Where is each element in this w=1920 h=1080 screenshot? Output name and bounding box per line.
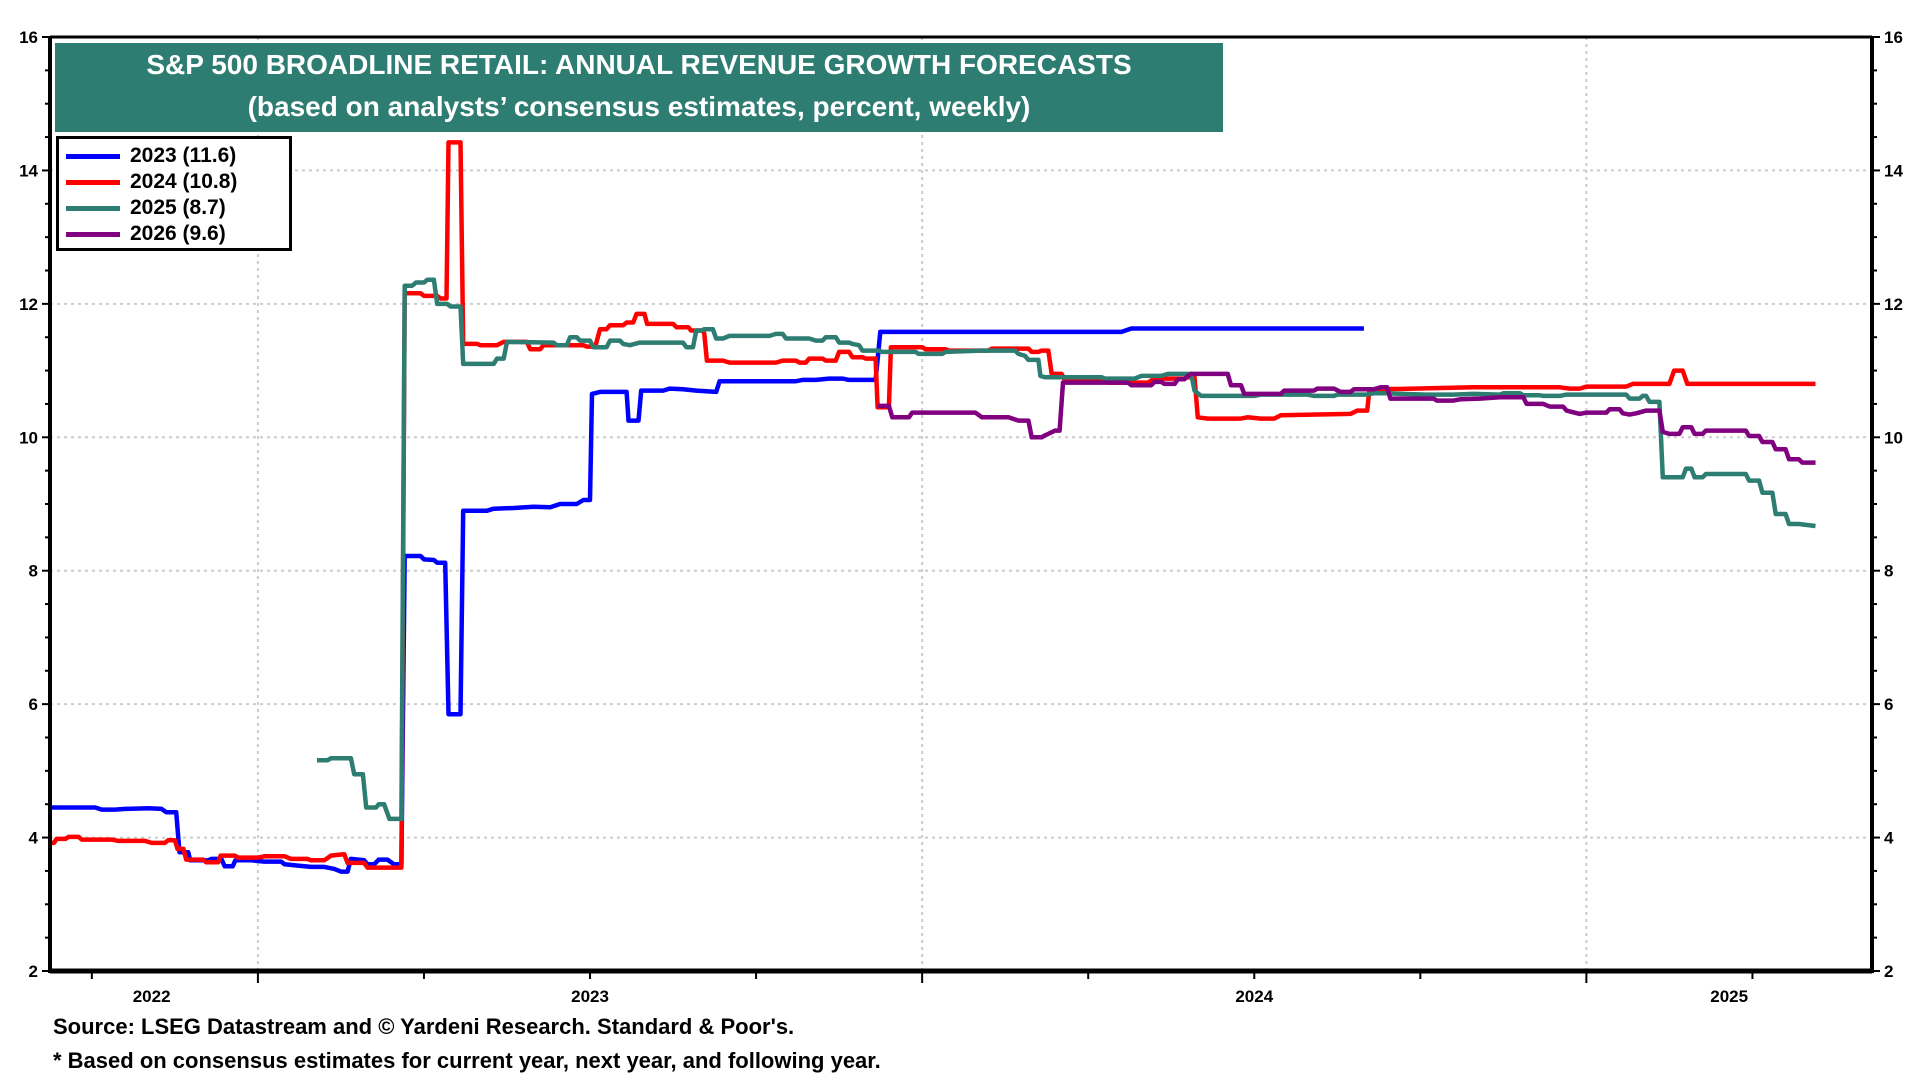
chart-subtitle: (based on analysts’ consensus estimates,… <box>247 91 1031 122</box>
chart-title: S&P 500 BROADLINE RETAIL: ANNUAL REVENUE… <box>146 49 1132 80</box>
legend-swatch-2024 <box>66 179 120 185</box>
tick-labels: 2 2 4 4 6 6 8 8 10 10 12 12 14 14 16 16 2022 2023 2024 2025 <box>19 28 1903 1006</box>
y-tick-label-right: 14 <box>1884 161 1903 180</box>
footnote: * Based on consensus estimates for curre… <box>53 1048 881 1073</box>
series-line-2026 <box>877 371 1816 465</box>
y-tick-label-right: 12 <box>1884 295 1903 314</box>
x-tick-label: 2025 <box>1710 987 1748 1006</box>
legend-swatch-2026 <box>66 231 120 237</box>
legend-item-2026: 2026 (9.6) <box>59 221 289 247</box>
y-tick-label-left: 14 <box>19 161 38 180</box>
x-tick-label: 2024 <box>1235 987 1273 1006</box>
series-line-2024 <box>50 140 1816 870</box>
y-tick-label-left: 16 <box>19 28 38 47</box>
y-tick-label-right: 16 <box>1884 28 1903 47</box>
y-tick-label-left: 10 <box>19 428 38 447</box>
legend-swatch-2023 <box>66 153 120 159</box>
y-tick-label-left: 12 <box>19 295 38 314</box>
legend-label-2024: 2024 (10.8) <box>130 170 238 193</box>
y-tick-label-right: 4 <box>1884 829 1894 848</box>
legend-swatch-2025 <box>66 205 120 211</box>
legend-item-2025: 2025 (8.7) <box>59 195 289 221</box>
y-tick-label-right: 2 <box>1884 962 1893 981</box>
series-line-2023 <box>50 326 1364 874</box>
grid <box>50 37 1872 971</box>
x-tick-label: 2023 <box>571 987 609 1006</box>
y-tick-label-right: 8 <box>1884 562 1893 581</box>
legend-label-2026: 2026 (9.6) <box>130 222 226 245</box>
chart-title-box: S&P 500 BROADLINE RETAIL: ANNUAL REVENUE… <box>55 43 1223 132</box>
legend-item-2024: 2024 (10.8) <box>59 169 289 195</box>
series-group <box>50 140 1816 874</box>
axes <box>42 35 1880 983</box>
legend-label-2023: 2023 (11.6) <box>130 144 237 167</box>
x-tick-label: 2022 <box>133 987 171 1006</box>
y-tick-label-left: 2 <box>29 962 38 981</box>
y-tick-label-right: 6 <box>1884 695 1893 714</box>
series-line-2025 <box>317 277 1816 822</box>
legend-item-2023: 2023 (11.6) <box>59 143 289 169</box>
y-tick-label-left: 6 <box>29 695 38 714</box>
source-note: Source: LSEG Datastream and © Yardeni Re… <box>53 1014 795 1039</box>
y-tick-label-left: 8 <box>29 562 38 581</box>
legend: 2023 (11.6) 2024 (10.8) 2025 (8.7) 2026 … <box>56 136 292 251</box>
legend-label-2025: 2025 (8.7) <box>130 196 226 219</box>
y-tick-label-right: 10 <box>1884 428 1903 447</box>
y-tick-label-left: 4 <box>29 829 39 848</box>
